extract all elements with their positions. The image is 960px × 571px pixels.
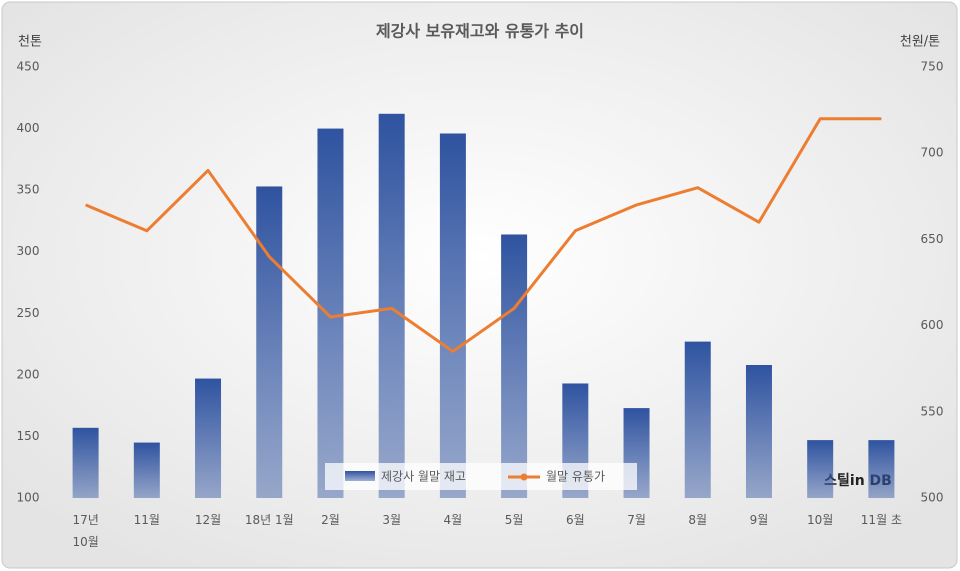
chart-title: 제강사 보유재고와 유통가 추이 — [376, 22, 584, 41]
x-tick-label: 5월 — [504, 513, 524, 527]
x-tick-label: 11월 초 — [860, 513, 902, 527]
bar — [133, 442, 160, 498]
y2-tick-label: 650 — [921, 232, 944, 246]
y-tick-label: 300 — [17, 244, 40, 258]
x-tick-label: 10월 — [807, 513, 834, 527]
y2-tick-label: 700 — [921, 146, 944, 160]
bar — [72, 427, 99, 498]
legend-swatch — [345, 471, 375, 481]
x-tick-label: 7월 — [627, 513, 646, 527]
legend-swatch — [520, 473, 528, 481]
bar — [439, 133, 466, 499]
legend-label: 월말 유통가 — [546, 470, 605, 484]
y-tick-label: 150 — [17, 429, 40, 443]
bar — [684, 341, 711, 498]
bar — [501, 234, 528, 498]
y2-tick-label: 500 — [921, 491, 944, 505]
legend-label: 제강사 월말 재고 — [381, 470, 466, 484]
y-tick-label: 350 — [17, 183, 40, 197]
y-tick-label: 250 — [17, 306, 40, 320]
bar — [868, 440, 895, 498]
x-tick-label: 8월 — [688, 513, 708, 527]
bar — [317, 128, 344, 499]
legend-box — [325, 463, 637, 490]
bar — [745, 365, 772, 498]
line — [85, 117, 882, 353]
x-tick-label: 11월 — [133, 513, 160, 527]
y2-tick-label: 550 — [921, 404, 944, 418]
x-tick-label: 2월 — [321, 513, 340, 527]
x-tick-label: 12월 — [194, 513, 222, 527]
x-tick-label: 3월 — [382, 513, 402, 527]
bar — [807, 440, 834, 498]
y2-tick-label: 600 — [921, 318, 944, 332]
x-tick-label: 6월 — [565, 513, 585, 527]
x-tick-label: 18년 1월 — [244, 513, 294, 527]
bar — [195, 378, 222, 498]
y2-axis-label: 천원/톤 — [900, 35, 940, 50]
y2-tick-label: 750 — [921, 60, 944, 74]
bar — [256, 186, 283, 498]
x-tick-label: 9월 — [749, 513, 769, 527]
x-tick-label: 17년 10월 — [72, 513, 99, 549]
x-tick-label: 4월 — [443, 513, 463, 527]
y-tick-label: 100 — [17, 491, 40, 505]
bar — [378, 113, 405, 499]
y-tick-label: 450 — [17, 60, 40, 74]
y-tick-label: 200 — [17, 367, 40, 381]
y-axis-label: 천톤 — [18, 35, 42, 50]
y-tick-label: 400 — [17, 121, 40, 135]
